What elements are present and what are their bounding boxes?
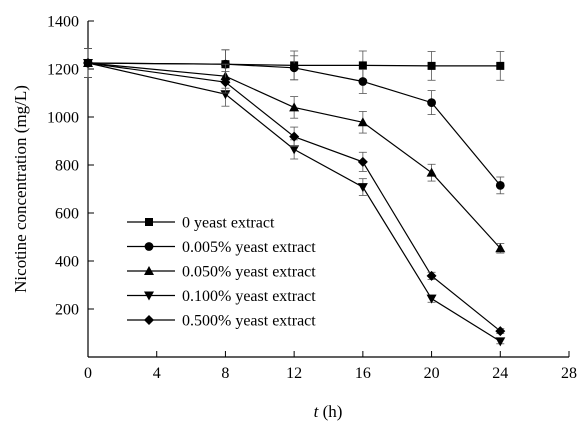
series-2 [83, 48, 505, 195]
series-line [87, 62, 501, 249]
series-line [87, 62, 501, 186]
legend-item: 0.050% yeast extract [127, 264, 316, 281]
x-tick-label: 28 [561, 365, 577, 382]
data-point [357, 183, 368, 193]
legend-label: 0.050% yeast extract [182, 264, 316, 281]
y-tick-label: 200 [55, 302, 79, 319]
y-tick-label: 800 [55, 158, 79, 175]
data-point [496, 61, 505, 70]
data-point [289, 63, 299, 73]
legend-marker [145, 218, 153, 226]
data-point [358, 61, 367, 70]
x-tick-label: 4 [153, 365, 161, 382]
data-point [495, 243, 506, 253]
series-3 [83, 48, 506, 254]
y-tick-label: 1200 [47, 62, 79, 79]
data-point [289, 131, 300, 142]
x-tick-label: 12 [286, 365, 302, 382]
x-tick-label: 8 [221, 365, 229, 382]
legend-marker [144, 315, 154, 325]
data-point [426, 167, 437, 177]
data-point [357, 156, 368, 167]
legend-marker [144, 242, 154, 251]
legend-label: 0 yeast extract [182, 215, 275, 232]
data-point [495, 181, 505, 190]
data-point [289, 145, 300, 155]
data-point [220, 90, 231, 100]
data-point [358, 77, 368, 86]
x-tick-label: 0 [84, 365, 92, 382]
data-point [427, 61, 436, 70]
series-layer [83, 48, 506, 347]
data-point [495, 326, 506, 337]
x-axis-label-unit: (h) [318, 402, 342, 421]
data-point [289, 102, 300, 112]
x-axis-label: t (h) [314, 402, 343, 421]
x-tick-label: 16 [355, 365, 371, 382]
legend-item: 0.005% yeast extract [127, 239, 316, 256]
series-5 [83, 48, 506, 337]
series-line [87, 62, 501, 342]
plot-axes [87, 21, 569, 358]
legend-label: 0.100% yeast extract [182, 288, 316, 305]
legend-marker [144, 266, 154, 275]
legend-item: 0 yeast extract [127, 215, 275, 232]
legend-marker [144, 291, 154, 301]
data-point [426, 270, 437, 281]
y-tick-label: 1000 [47, 110, 79, 127]
data-point [220, 77, 231, 88]
legend: 0 yeast extract 0.005% yeast extract 0.050… [127, 215, 316, 330]
data-point [426, 294, 437, 304]
data-point [495, 337, 506, 347]
y-tick-label: 1400 [47, 14, 79, 31]
x-axis-label-variable: t [314, 402, 320, 421]
legend-label: 0.500% yeast extract [182, 313, 316, 330]
axis-ticks: 0 4 8 12 16 20 24 28 200 400 600 800 1000 1200 1400 [47, 14, 577, 383]
y-axis-label: Nicotine concentration (mg/L) [11, 85, 30, 293]
data-point [83, 58, 93, 68]
data-point [427, 98, 436, 107]
data-point [357, 117, 368, 127]
legend-item: 0.500% yeast extract [127, 313, 316, 330]
legend-item: 0.100% yeast extract [127, 288, 316, 305]
y-tick-label: 400 [55, 254, 79, 271]
legend-label: 0.005% yeast extract [182, 239, 316, 256]
y-tick-label: 600 [55, 206, 79, 223]
x-tick-label: 20 [424, 365, 440, 382]
x-tick-label: 24 [492, 365, 508, 382]
series-line [87, 62, 501, 332]
